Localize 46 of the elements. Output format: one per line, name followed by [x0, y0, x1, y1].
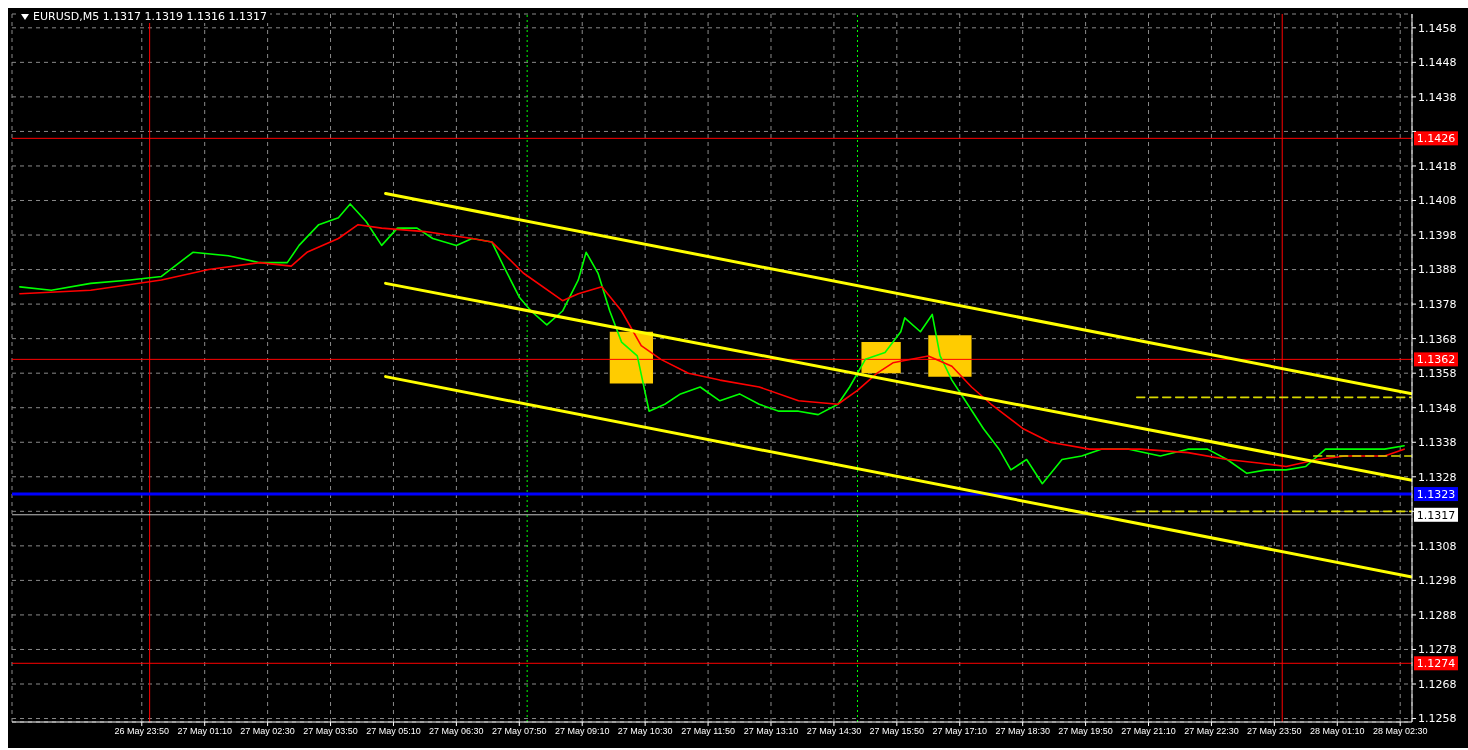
- x-tick-label: 27 May 11:50: [681, 726, 735, 737]
- x-tick-label: 27 May 18:30: [995, 726, 1050, 737]
- x-tick-label: 27 May 21:10: [1121, 726, 1176, 737]
- y-tick-label: 1.1268: [1418, 677, 1457, 691]
- x-tick-label: 26 May 23:50: [114, 726, 170, 737]
- x-tick-label: 27 May 10:30: [617, 726, 673, 737]
- x-tick-label: 27 May 22:30: [1184, 726, 1239, 737]
- x-tick-label: 27 May 15:50: [869, 726, 925, 737]
- y-tick-label: 1.1388: [1418, 263, 1457, 277]
- y-tick-label: 1.1398: [1418, 228, 1457, 242]
- y-tick-label: 1.1338: [1418, 436, 1457, 450]
- ref-line-label: 1.1323: [1416, 488, 1456, 502]
- y-tick-label: 1.1458: [1418, 21, 1457, 35]
- y-tick-label: 1.1368: [1418, 332, 1457, 346]
- ref-line-label: 1.1426: [1416, 132, 1456, 146]
- x-tick-label: 27 May 06:30: [429, 726, 484, 737]
- x-tick-label: 27 May 14:30: [806, 726, 862, 737]
- x-tick-label: 27 May 02:30: [240, 726, 295, 737]
- y-tick-label: 1.1358: [1418, 367, 1457, 381]
- y-tick-label: 1.1418: [1418, 159, 1457, 173]
- y-tick-label: 1.1348: [1418, 401, 1457, 415]
- x-tick-label: 28 May 02:30: [1372, 726, 1428, 737]
- ref-line-label: 1.1362: [1416, 353, 1456, 367]
- x-tick-label: 28 May 01:10: [1310, 726, 1365, 737]
- x-tick-label: 27 May 17:10: [932, 726, 988, 737]
- y-tick-label: 1.1258: [1418, 712, 1457, 726]
- ref-line-label: 1.1317: [1416, 508, 1456, 522]
- y-tick-label: 1.1308: [1418, 539, 1457, 553]
- y-tick-label: 1.1448: [1418, 56, 1457, 70]
- y-tick-label: 1.1298: [1418, 574, 1457, 588]
- x-tick-label: 27 May 07:50: [492, 726, 547, 737]
- x-tick-label: 27 May 05:10: [366, 726, 421, 737]
- x-tick-label: 27 May 13:10: [743, 726, 799, 737]
- x-tick-label: 27 May 19:50: [1058, 726, 1113, 737]
- y-tick-label: 1.1288: [1418, 608, 1457, 622]
- y-tick-label: 1.1438: [1418, 90, 1457, 104]
- chart-title: EURUSD,M5 1.1317 1.1319 1.1316 1.1317: [33, 10, 268, 23]
- x-tick-label: 27 May 23:50: [1247, 726, 1302, 737]
- y-tick-label: 1.1378: [1418, 298, 1457, 312]
- y-tick-label: 1.1278: [1418, 643, 1457, 657]
- x-tick-label: 27 May 01:10: [177, 726, 232, 737]
- y-tick-label: 1.1328: [1418, 470, 1457, 484]
- y-tick-label: 1.1408: [1418, 194, 1457, 208]
- ref-line-label: 1.1274: [1416, 657, 1456, 671]
- x-tick-label: 27 May 09:10: [554, 726, 610, 737]
- x-tick-label: 27 May 03:50: [303, 726, 358, 737]
